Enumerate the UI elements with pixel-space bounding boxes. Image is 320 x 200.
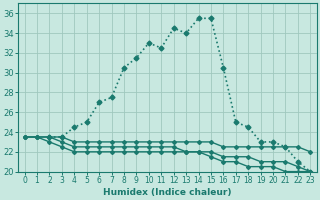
X-axis label: Humidex (Indice chaleur): Humidex (Indice chaleur)	[103, 188, 232, 197]
